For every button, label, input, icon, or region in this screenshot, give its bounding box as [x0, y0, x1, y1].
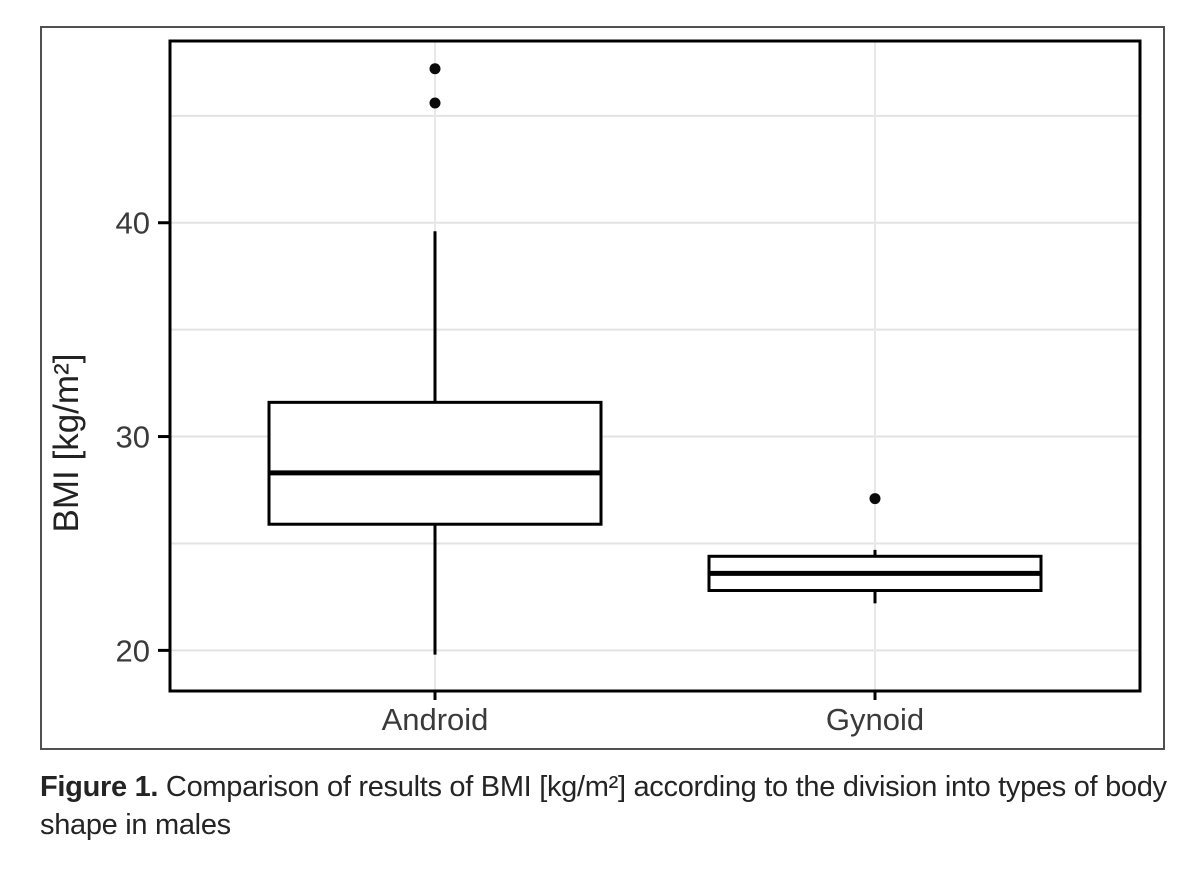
- figure-frame: [40, 26, 1165, 750]
- outlier-point: [869, 493, 881, 505]
- figure-caption-label: Figure 1.: [40, 771, 166, 803]
- y-axis-title: BMI [kg/m²]: [47, 354, 86, 533]
- y-tick-label: 20: [116, 633, 150, 668]
- panel-border: [168, 39, 1142, 693]
- y-tick-label: 40: [116, 206, 150, 241]
- figure-caption: Figure 1. Comparison of results of BMI […: [40, 768, 1168, 844]
- x-category-label: Android: [382, 702, 489, 737]
- x-category-label: Gynoid: [826, 702, 924, 737]
- figure-caption-text: Comparison of results of BMI [kg/m²] acc…: [40, 771, 1167, 841]
- outlier-point: [429, 97, 441, 109]
- y-tick-label: 30: [116, 420, 150, 455]
- outlier-point: [429, 63, 441, 75]
- boxplot-box: [267, 400, 603, 526]
- bmi-boxplot-chart: Android Gynoid 20 30 40 BMI [kg/m²]: [47, 39, 1142, 737]
